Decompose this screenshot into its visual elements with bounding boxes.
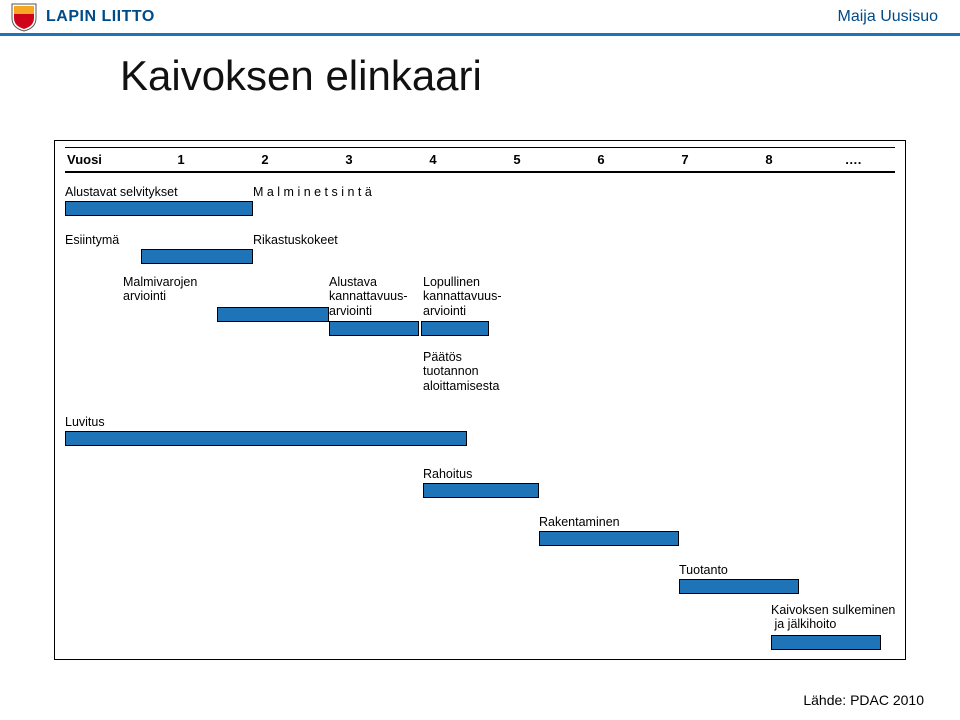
shield-logo-icon xyxy=(10,2,38,32)
gantt-chart: Vuosi 12345678…. Alustavat selvitykset M … xyxy=(54,140,906,660)
gantt-bar xyxy=(65,201,253,216)
gantt-bar xyxy=(217,307,329,322)
page-title: Kaivoksen elinkaari xyxy=(120,52,482,100)
gantt-row-label: Kaivoksen sulkeminen ja jälkihoito xyxy=(771,603,895,632)
gantt-header-cell: 8 xyxy=(727,152,811,167)
gantt-row-label: Rakentaminen xyxy=(539,515,620,529)
gantt-header-cell: …. xyxy=(811,152,895,167)
gantt-header-cell: 7 xyxy=(643,152,727,167)
gantt-area: Alustavat selvitykset M a l m i n e t s i… xyxy=(65,175,895,651)
gantt-bar xyxy=(679,579,799,594)
gantt-row-label: Malmivarojen arviointi xyxy=(123,275,197,304)
gantt-bar xyxy=(329,321,419,336)
gantt-bar xyxy=(771,635,881,650)
gantt-row-label: Päätös tuotannon aloittamisesta xyxy=(423,350,499,393)
author-label: Maija Uusisuo xyxy=(838,8,938,26)
gantt-bar xyxy=(141,249,253,264)
gantt-header-cell: 4 xyxy=(391,152,475,167)
gantt-header-cell: 1 xyxy=(139,152,223,167)
gantt-row-label: Luvitus xyxy=(65,415,105,429)
gantt-row-label: Esiintymä xyxy=(65,233,119,247)
gantt-bar xyxy=(539,531,679,546)
gantt-bar xyxy=(423,483,539,498)
gantt-header-label: Vuosi xyxy=(65,152,139,167)
gantt-bar xyxy=(421,321,489,336)
gantt-bar xyxy=(65,431,467,446)
gantt-row-label: Lopullinen kannattavuus- arviointi xyxy=(423,275,502,318)
gantt-header-cell: 2 xyxy=(223,152,307,167)
gantt-row-label: Tuotanto xyxy=(679,563,728,577)
gantt-row-label: Alustavat selvitykset xyxy=(65,185,178,199)
gantt-header-cell: 3 xyxy=(307,152,391,167)
gantt-header-row: Vuosi 12345678…. xyxy=(65,147,895,173)
top-bar: LAPIN LIITTO Maija Uusisuo xyxy=(0,0,960,36)
gantt-row-label: Alustava kannattavuus- arviointi xyxy=(329,275,408,318)
gantt-header-cell: 6 xyxy=(559,152,643,167)
gantt-row-label: Rahoitus xyxy=(423,467,472,481)
brand-label: LAPIN LIITTO xyxy=(46,8,155,26)
source-label: Lähde: PDAC 2010 xyxy=(803,692,924,708)
gantt-header-cell: 5 xyxy=(475,152,559,167)
gantt-row-label: Rikastuskokeet xyxy=(253,233,338,247)
gantt-row-label: M a l m i n e t s i n t ä xyxy=(253,185,372,199)
